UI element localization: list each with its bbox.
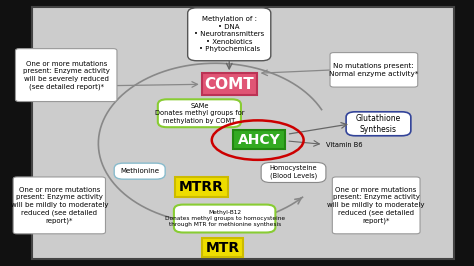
Text: One or more mutations
present: Enzyme activity
will be mildly to moderately
redu: One or more mutations present: Enzyme ac…	[10, 187, 108, 224]
Text: One or more mutations
present: Enzyme activity
will be mildly to moderately
redu: One or more mutations present: Enzyme ac…	[328, 187, 425, 224]
FancyBboxPatch shape	[330, 53, 418, 87]
Text: COMT: COMT	[204, 77, 254, 92]
FancyBboxPatch shape	[158, 99, 241, 127]
FancyBboxPatch shape	[321, 138, 367, 152]
FancyBboxPatch shape	[332, 177, 420, 234]
FancyBboxPatch shape	[13, 177, 106, 234]
Text: One or more mutations
present: Enzyme activity
will be severely reduced
(see det: One or more mutations present: Enzyme ac…	[23, 61, 109, 90]
FancyBboxPatch shape	[16, 49, 117, 102]
FancyBboxPatch shape	[174, 205, 275, 232]
FancyBboxPatch shape	[32, 7, 454, 259]
FancyBboxPatch shape	[201, 73, 257, 95]
Text: Methyl-B12
Donates methyl groups to homocysteine
through MTR for methionine synt: Methyl-B12 Donates methyl groups to homo…	[164, 210, 285, 227]
FancyBboxPatch shape	[233, 130, 285, 149]
Text: Methylation of :
• DNA
• Neurotransmitters
• Xenobiotics
• Phytochemicals: Methylation of : • DNA • Neurotransmitte…	[194, 16, 264, 52]
FancyBboxPatch shape	[114, 163, 165, 179]
Text: MTRR: MTRR	[179, 180, 224, 194]
Text: AHCY: AHCY	[237, 132, 281, 147]
Text: Vitamin B6: Vitamin B6	[326, 142, 362, 148]
Text: Homocysteine
(Blood Levels): Homocysteine (Blood Levels)	[270, 165, 317, 180]
FancyBboxPatch shape	[261, 163, 326, 182]
FancyBboxPatch shape	[175, 177, 228, 197]
FancyBboxPatch shape	[188, 8, 271, 61]
Text: Glutathione
Synthesis: Glutathione Synthesis	[356, 114, 401, 134]
FancyBboxPatch shape	[346, 112, 411, 136]
Text: Methionine: Methionine	[120, 168, 159, 174]
Text: No mutations present:
Normal enzyme activity*: No mutations present: Normal enzyme acti…	[329, 63, 419, 77]
Text: MTR: MTR	[205, 240, 239, 255]
Text: SAMe
Donates methyl groups for
methylation by COMT: SAMe Donates methyl groups for methylati…	[155, 103, 244, 124]
FancyBboxPatch shape	[201, 238, 243, 257]
